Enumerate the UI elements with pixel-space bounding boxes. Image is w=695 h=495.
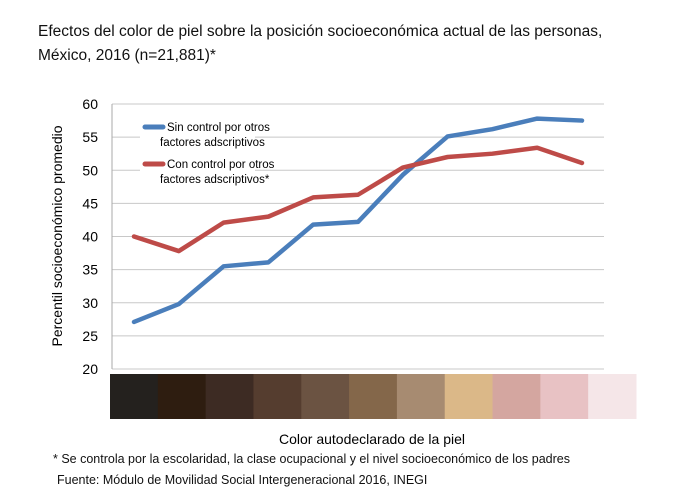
footnote: * Se controla por la escolaridad, la cla… <box>53 452 570 466</box>
legend-label-con-control-1: Con control por otros <box>167 159 275 171</box>
chart-title: Efectos del color de piel sobre la posic… <box>38 20 688 68</box>
skin-color-swatch <box>492 374 541 419</box>
y-tick-label: 60 <box>82 96 98 112</box>
y-tick-label: 25 <box>82 328 98 344</box>
skin-color-swatch <box>540 374 589 419</box>
skin-color-swatch <box>110 374 159 419</box>
skin-color-swatch <box>444 374 494 419</box>
skin-color-swatch <box>396 374 446 419</box>
y-tick-label: 55 <box>82 129 98 145</box>
source-note: Fuente: Módulo de Movilidad Social Inter… <box>57 473 428 487</box>
title-line-2: México, 2016 (n=21,881)* <box>38 47 216 64</box>
y-tick-label: 30 <box>82 295 98 311</box>
legend-label-con-control-2: factores adscriptivos* <box>160 174 270 186</box>
skin-color-swatch <box>157 374 207 419</box>
legend-box <box>140 108 255 198</box>
legend-label-sin-control-1: Sin control por otros <box>167 122 270 134</box>
y-tick-label: 35 <box>82 262 98 278</box>
y-tick-label: 40 <box>82 229 98 245</box>
y-tick-label: 45 <box>82 195 98 211</box>
skin-color-swatch <box>301 374 350 419</box>
skin-color-swatch <box>253 374 302 419</box>
legend-label-sin-control-2: factores adscriptivos <box>160 137 265 149</box>
y-axis-label: Percentil socioeconómico promedio <box>49 125 65 346</box>
skin-color-swatch <box>349 374 398 419</box>
y-tick-label: 20 <box>82 361 98 377</box>
title-line-1: Efectos del color de piel sobre la posic… <box>38 23 603 40</box>
skin-color-swatch <box>588 374 637 419</box>
skin-color-swatch <box>205 374 254 419</box>
y-tick-label: 50 <box>82 162 98 178</box>
x-axis-label: Color autodeclarado de la piel <box>279 431 465 447</box>
